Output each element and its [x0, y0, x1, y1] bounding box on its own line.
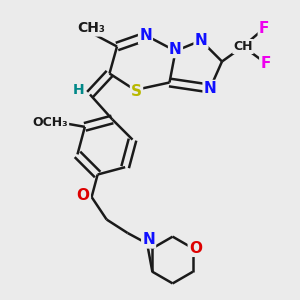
- Text: S: S: [131, 84, 142, 99]
- Text: O: O: [77, 188, 90, 203]
- Text: H: H: [73, 83, 84, 97]
- Text: N: N: [169, 42, 182, 57]
- Text: O: O: [189, 241, 202, 256]
- Text: CH: CH: [233, 40, 253, 53]
- Text: F: F: [259, 21, 269, 36]
- Text: N: N: [195, 33, 207, 48]
- Text: F: F: [260, 56, 271, 70]
- Text: N: N: [142, 232, 155, 247]
- Text: CH₃: CH₃: [78, 22, 105, 35]
- Text: OCH₃: OCH₃: [32, 116, 68, 129]
- Text: N: N: [204, 81, 216, 96]
- Text: N: N: [139, 28, 152, 44]
